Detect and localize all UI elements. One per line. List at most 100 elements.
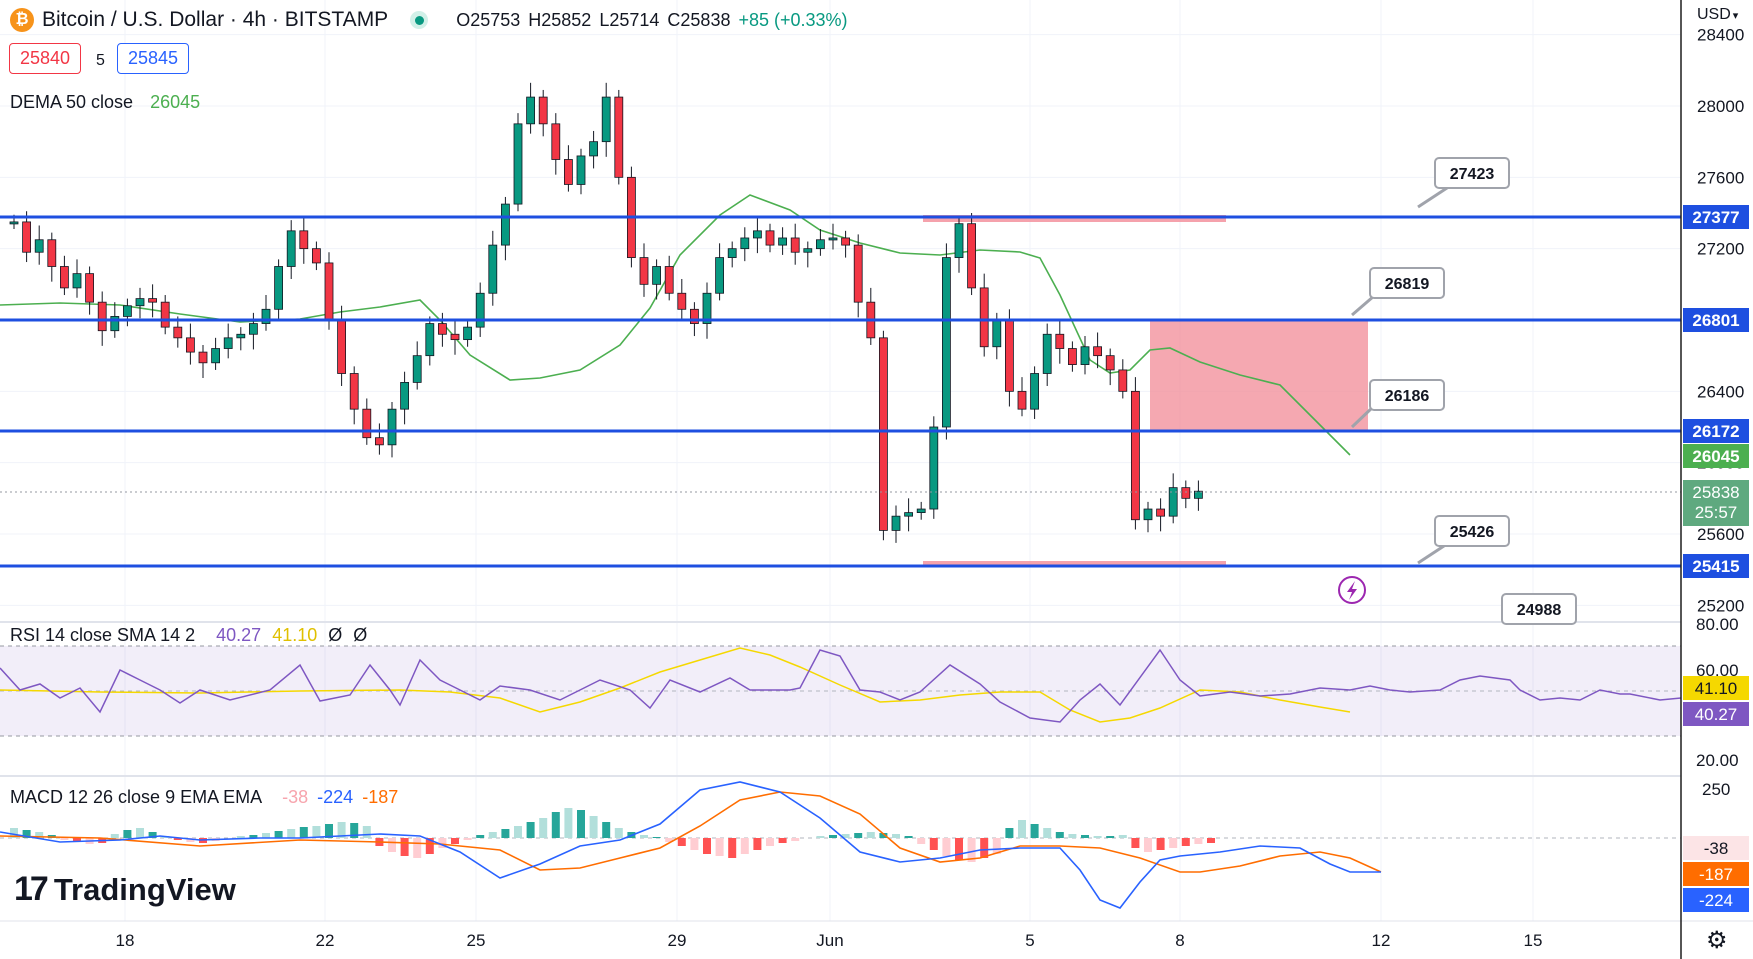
candle[interactable] bbox=[702, 282, 712, 339]
candle[interactable] bbox=[778, 227, 787, 255]
candle[interactable] bbox=[223, 323, 233, 359]
candle[interactable] bbox=[236, 327, 246, 351]
candle[interactable] bbox=[475, 282, 485, 337]
candle[interactable] bbox=[211, 337, 221, 370]
candle[interactable] bbox=[576, 148, 586, 195]
candle[interactable] bbox=[1030, 366, 1039, 419]
candle[interactable] bbox=[1005, 309, 1014, 407]
candle[interactable] bbox=[1131, 377, 1140, 530]
candle[interactable] bbox=[879, 330, 888, 541]
candle[interactable] bbox=[853, 234, 863, 318]
candle[interactable] bbox=[185, 323, 195, 365]
candle[interactable] bbox=[135, 287, 145, 319]
candle[interactable] bbox=[248, 312, 258, 350]
candle[interactable] bbox=[790, 223, 800, 265]
candle[interactable] bbox=[337, 305, 347, 386]
zone-resistance-box[interactable] bbox=[1150, 320, 1368, 431]
market-status-icon[interactable] bbox=[410, 11, 429, 29]
bolt-icon[interactable] bbox=[1338, 576, 1366, 604]
candle[interactable] bbox=[311, 241, 321, 271]
candle[interactable] bbox=[1194, 480, 1203, 511]
candle[interactable] bbox=[1017, 377, 1027, 417]
candle[interactable] bbox=[47, 232, 57, 282]
candle[interactable] bbox=[904, 498, 913, 532]
candle[interactable] bbox=[589, 130, 598, 169]
candle[interactable] bbox=[500, 196, 510, 261]
price-callout[interactable]: 26819 bbox=[1369, 267, 1445, 299]
candle[interactable] bbox=[828, 223, 838, 250]
rsi-axis-tag[interactable]: 40.27 bbox=[1683, 702, 1749, 726]
candle[interactable] bbox=[286, 220, 296, 279]
candle[interactable] bbox=[173, 316, 183, 348]
candle[interactable] bbox=[803, 241, 813, 268]
candle[interactable] bbox=[740, 227, 750, 262]
candle[interactable] bbox=[715, 243, 724, 301]
candle[interactable] bbox=[412, 341, 422, 390]
candle[interactable] bbox=[551, 113, 561, 175]
candle[interactable] bbox=[1105, 348, 1115, 386]
candle[interactable] bbox=[400, 371, 410, 425]
macd-legend[interactable]: MACD 12 26 close 9 EMA EMA -38 -224 -187 bbox=[10, 787, 398, 808]
candle[interactable] bbox=[967, 213, 976, 296]
price-axis-tag[interactable]: 26172 bbox=[1683, 419, 1749, 443]
ask-button[interactable]: 25845 bbox=[117, 43, 190, 74]
candle[interactable] bbox=[374, 423, 384, 455]
candle[interactable] bbox=[160, 295, 170, 335]
candle[interactable] bbox=[60, 255, 69, 296]
candle[interactable] bbox=[639, 243, 649, 297]
price-callout[interactable]: 25426 bbox=[1434, 515, 1510, 547]
candle[interactable] bbox=[954, 216, 964, 273]
candle[interactable] bbox=[22, 211, 32, 263]
candle[interactable] bbox=[198, 344, 208, 378]
candle[interactable] bbox=[362, 398, 372, 445]
candle[interactable] bbox=[564, 145, 573, 192]
price-axis[interactable]: 2520025600260002640026800272002760028000… bbox=[116, 26, 1749, 950]
rsi-legend[interactable]: RSI 14 close SMA 14 2 40.27 41.10 Ø Ø bbox=[10, 625, 367, 646]
candle[interactable] bbox=[942, 243, 951, 440]
candle[interactable] bbox=[1168, 473, 1178, 524]
candle[interactable] bbox=[1143, 501, 1153, 533]
candle[interactable] bbox=[123, 298, 132, 327]
candle[interactable] bbox=[450, 320, 460, 355]
candle[interactable] bbox=[1093, 332, 1102, 369]
candle[interactable] bbox=[841, 230, 850, 258]
macd-axis-tag[interactable]: -38 bbox=[1683, 836, 1749, 860]
dema-legend[interactable]: DEMA 50 close 26045 bbox=[10, 92, 200, 113]
candle[interactable] bbox=[979, 273, 989, 357]
candle[interactable] bbox=[677, 278, 687, 320]
price-callout[interactable]: 24988 bbox=[1501, 593, 1577, 625]
candle[interactable] bbox=[891, 505, 901, 543]
gear-icon[interactable]: ⚙ bbox=[1706, 927, 1728, 954]
candle[interactable] bbox=[816, 229, 825, 256]
candle[interactable] bbox=[614, 89, 624, 185]
candle[interactable] bbox=[1181, 480, 1191, 509]
candle[interactable] bbox=[765, 223, 775, 253]
candle[interactable] bbox=[274, 259, 284, 320]
candle[interactable] bbox=[538, 89, 548, 137]
candle[interactable] bbox=[513, 113, 523, 212]
price-axis-tag[interactable]: 26045 bbox=[1683, 444, 1749, 468]
candle[interactable] bbox=[463, 320, 473, 347]
candle[interactable] bbox=[727, 241, 737, 268]
tradingview-logo[interactable]: 17 TradingView bbox=[14, 870, 236, 909]
candle[interactable] bbox=[34, 225, 44, 265]
candle[interactable] bbox=[753, 216, 762, 254]
candle[interactable] bbox=[72, 259, 82, 298]
candle[interactable] bbox=[1068, 341, 1077, 372]
candle[interactable] bbox=[1042, 323, 1052, 386]
candle[interactable] bbox=[601, 82, 611, 157]
candle[interactable] bbox=[866, 287, 876, 345]
rsi-axis-tag[interactable]: 41.10 bbox=[1683, 676, 1749, 700]
candle[interactable] bbox=[261, 295, 271, 331]
candle[interactable] bbox=[929, 416, 939, 519]
candle[interactable] bbox=[488, 230, 498, 306]
macd-axis-tag[interactable]: -224 bbox=[1683, 888, 1749, 912]
symbol-title[interactable]: Bitcoin / U.S. Dollar · 4h · BITSTAMP bbox=[42, 8, 389, 31]
candle[interactable] bbox=[425, 316, 435, 366]
candle[interactable] bbox=[1156, 498, 1165, 532]
candle[interactable] bbox=[916, 501, 926, 520]
price-callout[interactable]: 26186 bbox=[1369, 379, 1445, 411]
candle[interactable] bbox=[85, 266, 94, 315]
price-axis-tag[interactable]: 27377 bbox=[1683, 205, 1749, 229]
